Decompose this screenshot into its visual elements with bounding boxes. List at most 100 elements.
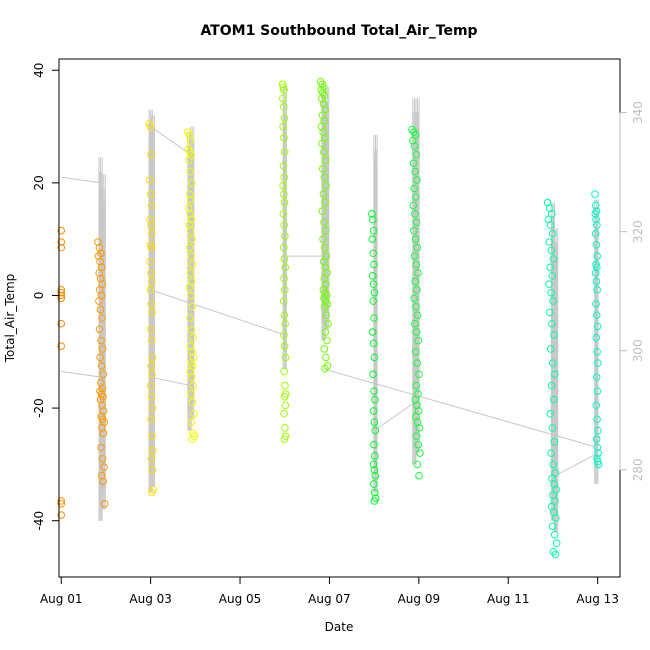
data-point bbox=[96, 257, 104, 266]
data-point bbox=[371, 471, 380, 480]
data-point bbox=[96, 274, 105, 283]
data-point bbox=[369, 280, 378, 289]
data-point bbox=[371, 395, 379, 404]
data-point bbox=[548, 359, 557, 367]
data-point bbox=[280, 173, 289, 182]
data-point bbox=[281, 286, 289, 294]
data-point bbox=[95, 269, 103, 277]
data-point bbox=[591, 201, 600, 210]
data-point bbox=[280, 148, 289, 156]
x-tick-label: Aug 09 bbox=[398, 592, 441, 606]
data-point bbox=[323, 336, 331, 345]
data-point bbox=[186, 226, 195, 235]
data-point bbox=[279, 122, 287, 131]
data-point bbox=[187, 390, 195, 398]
data-point bbox=[413, 311, 422, 319]
data-point bbox=[188, 235, 196, 243]
data-point bbox=[547, 246, 556, 255]
data-point bbox=[413, 418, 422, 426]
y-tick-label: 20 bbox=[32, 175, 46, 190]
data-point bbox=[371, 452, 379, 460]
data-point bbox=[147, 336, 156, 345]
data-point bbox=[279, 103, 288, 111]
data-point bbox=[187, 291, 195, 300]
data-point bbox=[185, 156, 193, 165]
data-point bbox=[320, 243, 329, 252]
data-point bbox=[410, 142, 419, 151]
data-point bbox=[317, 122, 326, 131]
data-point bbox=[188, 398, 197, 407]
data-point bbox=[551, 469, 560, 477]
data-point bbox=[100, 500, 109, 508]
data-point bbox=[413, 359, 422, 367]
data-point bbox=[189, 409, 198, 418]
data-point bbox=[99, 370, 108, 379]
data-point bbox=[97, 362, 106, 370]
data-point bbox=[188, 347, 196, 356]
data-point bbox=[145, 176, 154, 184]
data-point bbox=[411, 395, 420, 404]
data-point bbox=[321, 226, 330, 235]
data-point bbox=[412, 432, 421, 441]
data-point bbox=[57, 286, 66, 294]
data-point bbox=[148, 466, 157, 474]
data-point bbox=[279, 210, 288, 218]
data-point bbox=[593, 415, 601, 424]
data-point bbox=[547, 288, 555, 297]
data-point bbox=[368, 271, 377, 280]
data-point bbox=[279, 181, 287, 190]
data-point bbox=[321, 364, 329, 373]
data-point bbox=[280, 190, 288, 198]
data-point bbox=[148, 308, 156, 317]
data-point bbox=[550, 530, 559, 539]
data-point bbox=[412, 302, 420, 311]
data-point bbox=[96, 395, 105, 404]
data-point bbox=[98, 454, 107, 463]
data-point bbox=[149, 446, 157, 455]
data-point bbox=[280, 311, 289, 319]
data-point bbox=[99, 477, 107, 486]
data-point bbox=[280, 134, 288, 142]
data-point bbox=[281, 423, 289, 432]
data-point bbox=[593, 387, 602, 395]
data-point bbox=[281, 401, 290, 410]
data-point bbox=[549, 297, 557, 305]
data-point bbox=[370, 480, 378, 488]
data-point bbox=[148, 229, 156, 238]
data-point bbox=[547, 210, 556, 218]
data-point bbox=[320, 173, 329, 182]
data-point bbox=[95, 297, 103, 305]
data-point bbox=[412, 218, 421, 227]
data-point bbox=[57, 319, 66, 328]
data-point bbox=[147, 415, 155, 424]
data-point bbox=[186, 136, 195, 145]
chart-title: ATOM1 Southbound Total_Air_Temp bbox=[200, 23, 477, 39]
data-point bbox=[412, 381, 421, 390]
data-point bbox=[322, 353, 330, 362]
data-point bbox=[318, 207, 327, 215]
data-point bbox=[185, 190, 194, 198]
data-point bbox=[280, 86, 288, 94]
data-point bbox=[185, 131, 193, 139]
data-point bbox=[187, 179, 196, 187]
data-point bbox=[593, 263, 601, 272]
data-point bbox=[550, 331, 558, 339]
data-point bbox=[187, 373, 196, 381]
data-point bbox=[592, 435, 601, 443]
data-point bbox=[594, 426, 602, 435]
data-point bbox=[147, 300, 156, 308]
data-point bbox=[320, 345, 329, 353]
x-tick-label: Aug 07 bbox=[308, 592, 351, 606]
data-point bbox=[279, 162, 288, 170]
data-point bbox=[94, 238, 102, 246]
data-point bbox=[279, 243, 288, 252]
data-point bbox=[368, 235, 377, 243]
data-point bbox=[97, 378, 105, 387]
data-point bbox=[370, 440, 378, 449]
data-point bbox=[369, 407, 378, 415]
data-point bbox=[412, 328, 421, 336]
data-point bbox=[368, 328, 377, 336]
data-point bbox=[98, 423, 106, 432]
data-point bbox=[414, 440, 423, 449]
data-point bbox=[146, 381, 155, 390]
